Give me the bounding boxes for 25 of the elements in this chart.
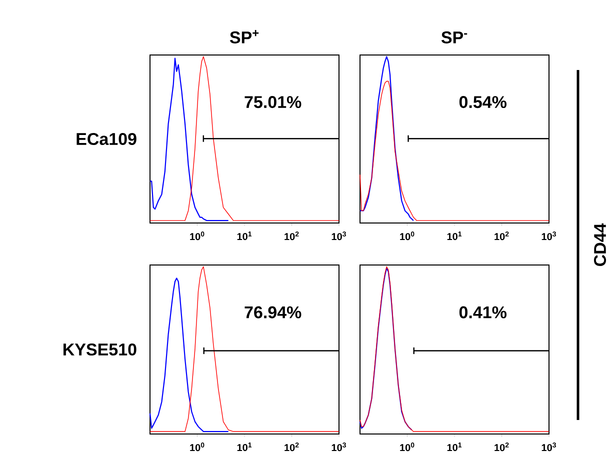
- annotation: 75.01%: [244, 96, 302, 108]
- y2-axis-title: CD44: [594, 223, 606, 266]
- x-tick-label: 10$^{2}$: [494, 232, 509, 240]
- annotation: 0.54%: [459, 96, 506, 108]
- annotation: 0.41%: [459, 306, 506, 318]
- chart-title: SP$^{+}$: [230, 30, 259, 44]
- x-tick-label: 10$^{0}$: [400, 232, 414, 240]
- x-tick-label: 10$^{1}$: [447, 232, 462, 240]
- x-tick-label: 10$^{3}$: [542, 232, 556, 240]
- y-axis-title: ECa109: [76, 132, 136, 146]
- chart-title: SP$^{-}$: [441, 31, 468, 44]
- x-tick-label: 10$^{3}$: [542, 442, 556, 452]
- annotation: 76.94%: [244, 306, 302, 318]
- x-tick-label: 10$^{3}$: [332, 232, 346, 240]
- x-tick-label: 10$^{1}$: [237, 232, 252, 240]
- x-tick-label: 10$^{0}$: [190, 442, 204, 452]
- x-tick-label: 10$^{3}$: [332, 442, 346, 452]
- x-tick-label: 10$^{1}$: [447, 442, 462, 452]
- y-axis-title: KYSE510: [64, 343, 136, 356]
- x-tick-label: 10$^{2}$: [494, 442, 509, 452]
- x-tick-label: 10$^{0}$: [400, 442, 414, 452]
- x-tick-label: 10$^{2}$: [284, 232, 299, 240]
- x-tick-label: 10$^{2}$: [284, 442, 299, 452]
- x-tick-label: 10$^{0}$: [190, 232, 204, 240]
- x-tick-label: 10$^{1}$: [237, 442, 252, 452]
